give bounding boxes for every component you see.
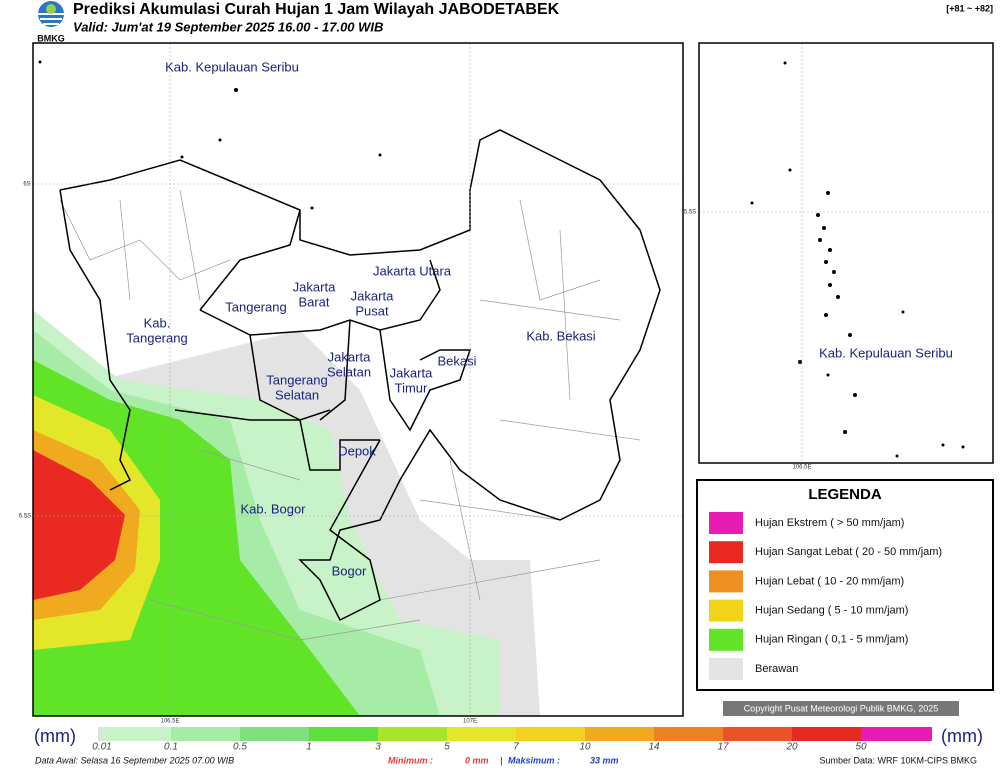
legend-label: Hujan Lebat ( 10 - 20 mm/jam) <box>755 575 904 587</box>
lat-label: 6.5S <box>19 514 31 520</box>
legend-label: Hujan Ringan ( 0,1 - 5 mm/jam) <box>755 634 908 646</box>
region-label: Kab. Kepulauan Seribu <box>165 59 299 74</box>
colorbar-segment <box>240 727 309 741</box>
title: Prediksi Akumulasi Curah Hujan 1 Jam Wil… <box>73 1 560 18</box>
logo-text: BMKG <box>37 33 65 43</box>
map-frame <box>32 42 684 717</box>
colorbar-segment <box>723 727 792 741</box>
unit: (mm) <box>34 726 76 746</box>
legend-swatch <box>709 658 743 680</box>
colorbar-tick: 3 <box>375 742 381 753</box>
colorbar-segment <box>102 727 171 741</box>
logo <box>38 1 64 27</box>
legend-swatch <box>709 599 743 622</box>
unit: (mm) <box>941 726 983 746</box>
region-label: Depok <box>338 443 376 458</box>
region-label: Barat <box>298 294 329 309</box>
region-label: Timur <box>395 380 428 395</box>
legend-label: Berawan <box>755 663 798 675</box>
region-label: Selatan <box>275 387 319 402</box>
lon-label: 106.5E <box>160 719 179 725</box>
colorbar-tick: 1 <box>306 742 312 753</box>
subdistrict-lines <box>59 189 641 641</box>
region-label: Jakarta Utara <box>373 263 452 278</box>
rain-field <box>33 310 540 716</box>
source: Sumber Data: WRF 10KM-CIPS BMKG <box>819 755 977 765</box>
inset-lon: 106.5E <box>792 465 811 471</box>
lon-label: 107E <box>463 719 477 725</box>
legend-label: Hujan Ekstrem ( > 50 mm/jam) <box>755 517 904 529</box>
colorbar-segment <box>447 727 516 741</box>
legend-swatch <box>709 512 743 534</box>
max-label: Maksimum : <box>508 755 560 765</box>
region-label: Tangerang <box>225 299 286 314</box>
colorbar-tick: 10 <box>579 742 591 753</box>
region-label: Bogor <box>332 563 367 578</box>
legend-swatch <box>709 570 743 593</box>
colorbar-tick: 0.1 <box>164 742 178 753</box>
colorbar-segment <box>516 727 585 741</box>
region-label: Kab. Bogor <box>240 501 306 516</box>
region-label: Kab. Bekasi <box>526 328 595 343</box>
legend-title: LEGENDA <box>808 486 882 503</box>
colorbar-segment <box>309 727 378 741</box>
lat-label: 6S <box>23 182 30 188</box>
colorbar-tick: 5 <box>444 742 450 753</box>
colorbar-segment <box>585 727 654 741</box>
region-label: Jakarta <box>328 349 371 364</box>
colorbar-segment <box>654 727 723 741</box>
max-value: 33 mm <box>590 755 619 765</box>
region-label: Tangerang <box>126 330 187 345</box>
islands <box>38 60 382 210</box>
min-value: 0 mm <box>465 755 489 765</box>
legend-box <box>696 479 994 691</box>
colorbar-tick: 0.5 <box>233 742 247 753</box>
inset-graticule <box>699 43 993 463</box>
colorbar-tick: 17 <box>717 742 729 753</box>
region-label: Tangerang <box>266 372 327 387</box>
colorbar-tick: 7 <box>513 742 519 753</box>
region-label: Jakarta <box>390 365 433 380</box>
separator: | <box>500 755 502 765</box>
region-label: Selatan <box>327 364 371 379</box>
legend-swatch <box>709 541 743 564</box>
graticule <box>33 43 683 716</box>
colorbar-segment <box>792 727 861 741</box>
colorbar-tick: 14 <box>648 742 660 753</box>
legend-label: Hujan Sangat Lebat ( 20 - 50 mm/jam) <box>755 546 942 558</box>
boundaries <box>59 129 661 622</box>
colorbar-segment <box>378 727 447 741</box>
region-label: Bekasi <box>437 353 476 368</box>
colorbar-segment <box>171 727 240 741</box>
copyright: Copyright Pusat Meteorologi Publik BMKG,… <box>744 703 939 713</box>
inset-label: Kab. Kepulauan Seribu <box>819 345 953 360</box>
colorbar-segment <box>98 727 102 741</box>
copyright-bg <box>723 701 959 716</box>
min-label: Minimum : <box>388 755 433 765</box>
data-awal: Data Awal: Selasa 16 September 2025 07.0… <box>35 755 234 765</box>
colorbar-segment <box>861 727 932 741</box>
inset-lat: 5.5S <box>684 210 696 216</box>
colorbar-tick: 20 <box>785 742 798 753</box>
inset-islands <box>750 61 965 458</box>
colorbar-tick: 50 <box>855 742 867 753</box>
subtitle: Valid: Jum'at 19 September 2025 16.00 - … <box>73 19 383 34</box>
region-label: Jakarta <box>293 279 336 294</box>
colorbar-tick: 0.01 <box>92 742 111 753</box>
legend-label: Hujan Sedang ( 5 - 10 mm/jam) <box>755 605 908 617</box>
legend-swatch <box>709 628 743 651</box>
inset-frame <box>698 42 994 464</box>
region-label: Jakarta <box>351 288 394 303</box>
region-label: Kab. <box>144 315 171 330</box>
code: [+81 ~ +82] <box>946 3 993 13</box>
region-label: Pusat <box>355 303 389 318</box>
